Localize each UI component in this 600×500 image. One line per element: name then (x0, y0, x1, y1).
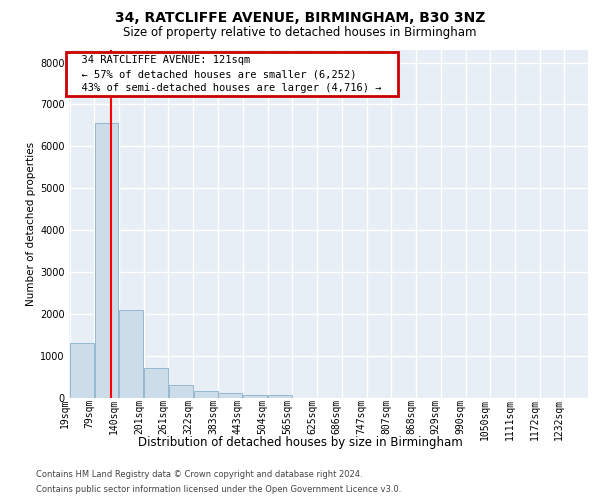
Bar (218, 394, 242, 398)
Text: Contains HM Land Registry data © Crown copyright and database right 2024.: Contains HM Land Registry data © Crown c… (36, 470, 362, 479)
Bar (268, 395, 292, 398)
Text: Contains public sector information licensed under the Open Government Licence v3: Contains public sector information licen… (36, 485, 401, 494)
Bar (144, 368, 168, 398)
Text: Distribution of detached houses by size in Birmingham: Distribution of detached houses by size … (137, 436, 463, 449)
Bar (119, 310, 143, 398)
Bar (169, 386, 193, 398)
Y-axis label: Number of detached properties: Number of detached properties (26, 142, 36, 306)
Bar (194, 391, 218, 398)
Text: Size of property relative to detached houses in Birmingham: Size of property relative to detached ho… (123, 26, 477, 39)
Bar (95, 124, 118, 398)
Bar (243, 395, 267, 398)
Text: 34, RATCLIFFE AVENUE, BIRMINGHAM, B30 3NZ: 34, RATCLIFFE AVENUE, BIRMINGHAM, B30 3N… (115, 11, 485, 25)
Text: 34 RATCLIFFE AVENUE: 121sqm  
  ← 57% of detached houses are smaller (6,252)  
 : 34 RATCLIFFE AVENUE: 121sqm ← 57% of det… (70, 55, 394, 93)
Bar (70, 343, 94, 398)
